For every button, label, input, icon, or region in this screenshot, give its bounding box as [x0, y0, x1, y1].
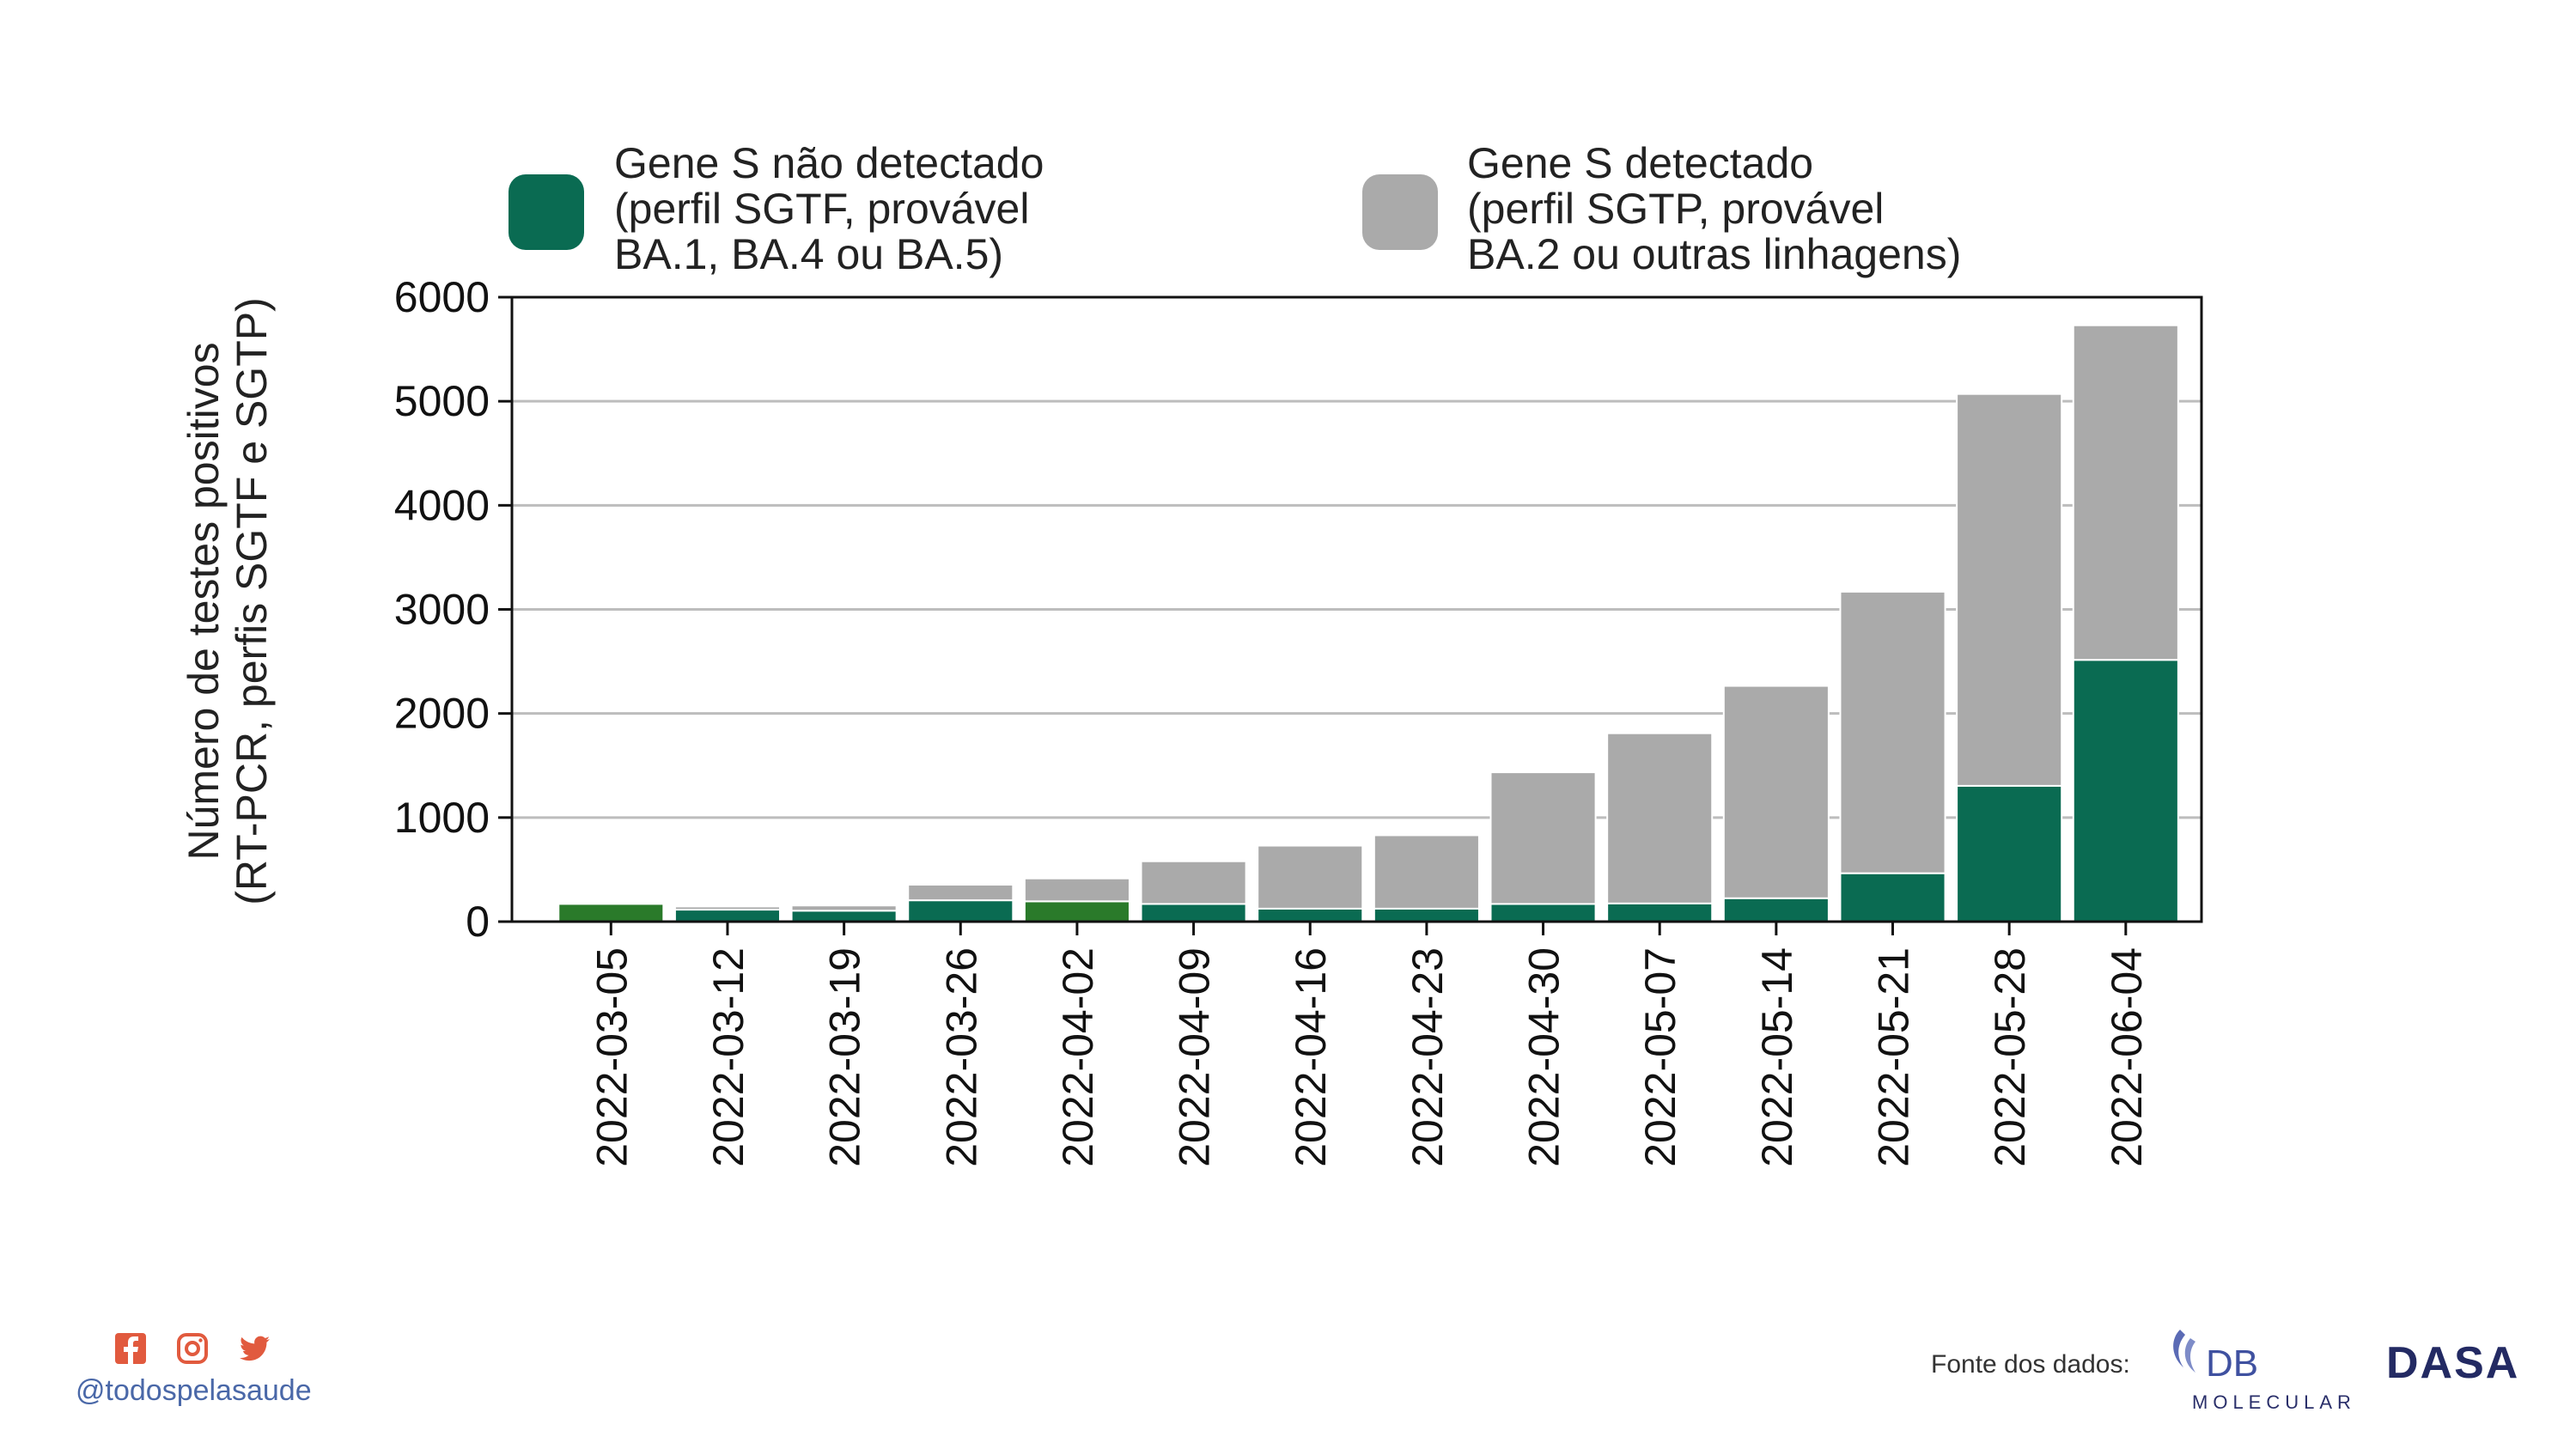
bar-sgtf	[1606, 902, 1714, 922]
bar-sgtf	[1839, 872, 1946, 922]
x-tick-label: 2022-04-23	[1404, 947, 1452, 1167]
y-tick-label: 2000	[394, 690, 490, 738]
bar-sgtp	[907, 883, 1014, 902]
plot-frame	[510, 295, 2203, 923]
x-tick-label: 2022-04-02	[1054, 947, 1102, 1167]
x-tick-label: 2022-03-05	[588, 947, 636, 1167]
legend-swatch-sgtf	[509, 174, 584, 250]
x-tick-label: 2022-04-30	[1520, 947, 1568, 1167]
x-tick-label: 2022-03-19	[821, 947, 869, 1167]
x-tick-label: 2022-06-04	[2103, 947, 2151, 1167]
bar-sgtf	[2072, 659, 2179, 922]
y-tick-label: 6000	[394, 273, 490, 321]
bar-sgtp	[673, 905, 782, 911]
db-molecular-logo: DB MOLECULAR	[2165, 1323, 2362, 1422]
x-tick-label: 2022-03-26	[937, 947, 985, 1167]
data-source-label: Fonte dos dados:	[1931, 1350, 2130, 1379]
y-axis-label: Número de testes positivos (RT-PCR, perf…	[180, 297, 276, 905]
twitter-icon[interactable]	[237, 1331, 271, 1366]
bar-sgtp	[1956, 393, 2063, 787]
bar-sgtf	[1489, 903, 1597, 922]
y-tick-label: 5000	[394, 377, 490, 425]
bar-sgtf	[1140, 903, 1247, 922]
bar-sgtf	[1257, 907, 1364, 922]
bar-sgtp	[1489, 771, 1597, 905]
bar-sgtf	[673, 909, 782, 922]
x-tick-label: 2022-03-12	[704, 947, 752, 1167]
legend-label-sgtf: Gene S não detectado (perfil SGTF, prová…	[614, 139, 1044, 278]
x-tick-label: 2022-05-28	[1986, 947, 2034, 1167]
dasa-logo: DASA	[2386, 1336, 2524, 1400]
bar-sgtp	[1839, 590, 1946, 874]
tick-labels: 0 1000 2000 3000 4000 5000 6000 2022-03-05 2022-…	[394, 273, 2151, 1167]
facebook-icon[interactable]	[113, 1331, 148, 1366]
y-tick-label: 3000	[394, 586, 490, 634]
molecular-logo-text: MOLECULAR	[2192, 1391, 2356, 1413]
bar-sgtp	[1257, 844, 1364, 910]
dasa-logo-text: DASA	[2386, 1338, 2519, 1388]
bars	[557, 324, 2179, 923]
x-tick-label: 2022-05-21	[1870, 947, 1918, 1167]
x-tick-label: 2022-05-14	[1753, 947, 1801, 1167]
social-links	[113, 1331, 271, 1366]
axes	[498, 295, 2203, 935]
legend-label-sgtp: Gene S detectado (perfil SGTP, provável …	[1467, 139, 1962, 278]
grid-lines	[512, 399, 2201, 819]
social-handle[interactable]: @todospelasaude	[76, 1374, 312, 1407]
bar-sgtp	[1606, 732, 1714, 904]
bar-sgtp	[1722, 685, 1830, 899]
bar-sgtp	[1373, 834, 1480, 910]
x-tick-label: 2022-05-07	[1636, 947, 1684, 1167]
db-logo-text: DB	[2206, 1342, 2258, 1385]
bar-sgtf	[1373, 907, 1480, 922]
bar-sgtf	[557, 903, 665, 922]
y-tick-label: 4000	[394, 481, 490, 529]
instagram-icon[interactable]	[175, 1331, 210, 1366]
bar-sgtf	[1722, 897, 1830, 923]
bar-sgtp	[2072, 324, 2179, 661]
y-tick-label: 0	[466, 898, 490, 946]
legend-swatch-sgtp	[1362, 174, 1438, 250]
bar-sgtf	[1956, 784, 2063, 922]
x-tick-label: 2022-04-09	[1171, 947, 1219, 1167]
bar-sgtf	[790, 910, 898, 922]
bar-sgtf	[907, 899, 1014, 923]
x-tick-label: 2022-04-16	[1287, 947, 1335, 1167]
bar-sgtp	[1140, 860, 1247, 905]
y-tick-label: 1000	[394, 794, 490, 842]
bar-sgtp	[1023, 877, 1130, 903]
bar-sgtp	[790, 904, 898, 912]
bar-sgtf	[1023, 900, 1130, 923]
